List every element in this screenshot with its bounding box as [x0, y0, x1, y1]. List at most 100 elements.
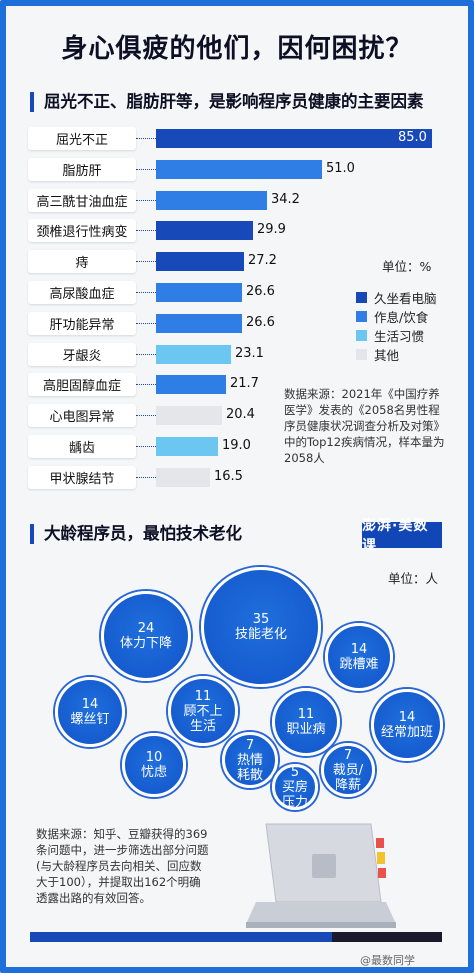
bar-value-label: 26.6 — [246, 284, 275, 299]
bar-leader-dots — [136, 292, 156, 293]
bubble-label: 热情 — [236, 752, 263, 768]
bubble: 14 经常加班 — [371, 689, 443, 761]
legend-item-other: 其他 — [356, 345, 399, 364]
bar-leader-dots — [136, 138, 156, 139]
bar-category-label: 屈光不正 — [28, 127, 136, 150]
legend-swatch — [356, 349, 367, 360]
bar-value-label: 85.0 — [398, 130, 427, 145]
bubble-value: 7 — [343, 747, 353, 763]
source1-line: 2058人 — [284, 451, 325, 465]
bar-category-label: 颈椎退行性病变 — [28, 219, 136, 243]
bar-leader-dots — [136, 384, 156, 386]
bar-category-label: 心电图异常 — [28, 404, 136, 428]
footer-bar — [30, 932, 332, 942]
bubble: 14 跳槽难 — [325, 623, 393, 691]
bar-category-label: 甲状腺结节 — [28, 465, 136, 489]
bubble-value: 35 — [252, 612, 270, 627]
watermark: @最数同学 — [360, 954, 415, 967]
bubble-label: 体力下降 — [119, 636, 172, 651]
bar-leader-dots — [136, 353, 156, 355]
bar-category-label: 高尿酸血症 — [28, 281, 136, 304]
bubble: 35 技能老化 — [201, 567, 321, 687]
bar-category-label: 脂肪肝 — [28, 157, 136, 181]
laptop-illustration — [246, 823, 396, 928]
bubble-label: 忧虑 — [140, 765, 167, 780]
bubble-value: 5 — [290, 764, 300, 780]
bar — [156, 437, 218, 456]
brand-logo: 澎湃·美数课 — [362, 518, 442, 554]
legend-item-habit: 生活习惯 — [356, 326, 424, 345]
bar — [156, 252, 244, 272]
bar — [156, 375, 226, 395]
bubble: 14 螺丝钉 — [55, 677, 125, 747]
bar-category-label: 高胆固醇血症 — [28, 373, 136, 397]
bubble-value: 24 — [137, 621, 155, 636]
bubble-label: 裁员/ — [332, 762, 364, 778]
bubble-label: 跳槽难 — [339, 657, 379, 672]
bubble-label: 生活 — [189, 718, 216, 734]
bar-value-label: 27.2 — [248, 253, 277, 269]
bar — [156, 313, 242, 333]
bubble-label: 压力 — [281, 794, 308, 810]
section1-title: 屈光不正、脂肪肝等，是影响程序员健康的主要因素 — [30, 92, 424, 112]
section2-title: 大龄程序员，最怕技术老化 — [30, 524, 242, 544]
bar-category-label: 龋齿 — [28, 435, 136, 458]
bar-category-label: 肝功能异常 — [28, 311, 136, 335]
bar-category-label: 牙龈炎 — [28, 342, 136, 366]
bubble: 11 职业病 — [272, 688, 340, 756]
source1-line: 序员健康状况调查分析及对策》 — [284, 419, 445, 433]
unit2-label: 单位：人 — [388, 571, 439, 586]
legend-label: 久坐看电脑 — [374, 291, 437, 306]
bubble-value: 7 — [245, 737, 255, 753]
bar-leader-dots — [136, 199, 156, 201]
bar-category-label: 高三酰甘油血症 — [28, 188, 136, 212]
legend-label: 其他 — [374, 348, 400, 363]
bar-leader-dots — [136, 446, 156, 447]
bubble-value: 11 — [194, 688, 212, 704]
source1-line: 医学》发表的《2058名男性程 — [284, 403, 440, 417]
bar-leader-dots — [136, 322, 156, 324]
footer-bar-dark — [332, 932, 442, 942]
legend-swatch — [356, 311, 367, 322]
bar — [156, 159, 322, 179]
source2-line: 透露出路的有效回答。 — [36, 891, 151, 905]
bubble-label: 螺丝钉 — [70, 712, 110, 727]
legend-swatch — [356, 292, 367, 303]
bubble-label: 技能老化 — [234, 627, 287, 642]
bubble-label: 职业病 — [286, 722, 326, 737]
bar-value-label: 26.6 — [246, 314, 275, 330]
bubble: 11 顾不上 生活 — [168, 676, 238, 746]
bar-value-label: 51.0 — [326, 160, 355, 176]
legend-item-sitting: 久坐看电脑 — [356, 288, 437, 307]
bar-value-label: 29.9 — [257, 222, 286, 238]
bar-leader-dots — [136, 168, 156, 170]
bubble-label: 买房 — [281, 779, 308, 795]
bar — [156, 344, 231, 364]
bar-value-label: 34.2 — [271, 191, 300, 207]
source1-note: 数据来源：2021年《中国疗养 医学》发表的《2058名男性程 序员健康状况调查… — [284, 386, 456, 466]
bubble-value: 11 — [297, 707, 315, 722]
bubble-value: 14 — [398, 710, 416, 725]
legend-label: 作息/饮食 — [374, 310, 429, 325]
bar-value-label: 19.0 — [222, 438, 251, 453]
bar-leader-dots — [136, 415, 156, 417]
bar-value-label: 23.1 — [235, 345, 264, 361]
bar — [156, 221, 253, 241]
source1-line: 中的Top12疾病情况，样本量为 — [284, 435, 445, 449]
bubble-label: 顾不上 — [183, 703, 223, 719]
source2-line: (与大龄程序员去向相关、回应数 — [36, 859, 202, 873]
bubble: 7 热情 耗散 — [222, 732, 278, 788]
bar-value-label: 20.4 — [226, 407, 255, 423]
source1-line: 数据来源：2021年《中国疗养 — [284, 387, 440, 401]
source2-line: 数据来源：知乎、豆瓣获得的369 — [36, 827, 208, 841]
legend-swatch — [356, 330, 367, 341]
bar — [156, 283, 242, 302]
bar-category-label: 痔 — [28, 250, 136, 274]
bar — [156, 406, 222, 426]
page-title: 身心俱疲的他们，因何困扰？ — [61, 34, 413, 64]
bar — [156, 129, 432, 148]
source2-note: 数据来源：知乎、豆瓣获得的369 条问题中，进一步筛选出部分问题 (与大龄程序员… — [36, 826, 236, 906]
bubble-label: 耗散 — [236, 767, 263, 783]
source2-line: 条问题中，进一步筛选出部分问题 — [36, 843, 209, 857]
bar-value-label: 21.7 — [230, 376, 259, 392]
